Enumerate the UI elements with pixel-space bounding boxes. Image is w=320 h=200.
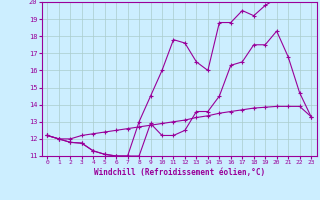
X-axis label: Windchill (Refroidissement éolien,°C): Windchill (Refroidissement éolien,°C) — [94, 168, 265, 177]
